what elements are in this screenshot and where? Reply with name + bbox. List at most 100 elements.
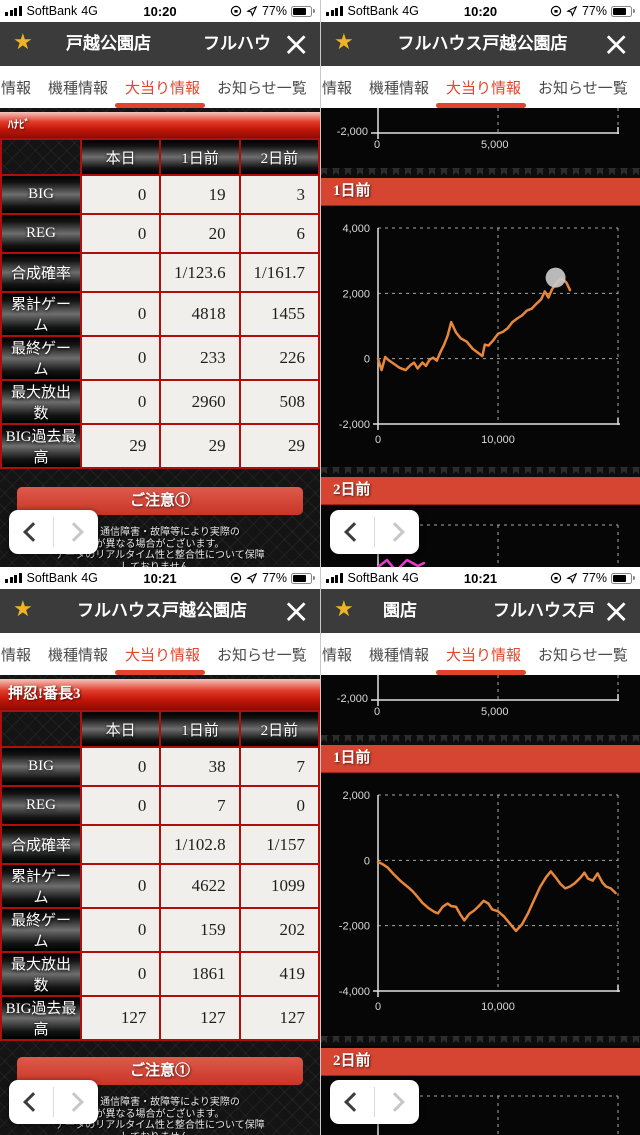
battery-icon: [291, 572, 312, 584]
table-row: BIG 0 19 3: [0, 174, 320, 215]
table-row: BIG過去最高 29 29 29: [0, 423, 320, 469]
notice-line: は、通信障害・故障等により実際の: [80, 527, 240, 538]
tab-jackpot-info[interactable]: 大当り情報: [125, 79, 201, 97]
table-row: 合成確率 1/102.8 1/157: [0, 824, 320, 865]
table-cell: 1455: [238, 291, 320, 337]
table-cell: 29: [238, 423, 320, 469]
prev-button[interactable]: [9, 1080, 53, 1124]
table-cell: 20: [159, 213, 241, 254]
clock: 10:20: [463, 3, 498, 19]
machine-name-banner: 押忍!番長3: [0, 679, 320, 710]
network-label: 4G: [81, 571, 98, 585]
favorite-star-icon[interactable]: ★: [334, 596, 354, 621]
tab-machine-info[interactable]: 機種情報: [48, 646, 109, 664]
screen-hanabi-table: SoftBank 4G 10:20 77% ★ 戸越公園店 フルハウ × 情報 …: [0, 0, 320, 567]
row-label: 最大放出数: [0, 951, 82, 997]
table-cell: 0: [79, 951, 162, 997]
row-label: BIG過去最高: [0, 423, 82, 469]
favorite-star-icon[interactable]: ★: [334, 29, 354, 54]
row-label: BIG: [0, 174, 82, 215]
close-icon[interactable]: ×: [282, 591, 310, 630]
prev-button[interactable]: [330, 510, 374, 554]
today-chart-partial: -2,000 0 5,000: [321, 675, 640, 735]
column-header: 1日前: [159, 138, 241, 176]
signal-icon: [326, 6, 343, 16]
tab-info[interactable]: 情報: [322, 646, 353, 664]
tab-jackpot-info[interactable]: 大当り情報: [446, 646, 522, 664]
prev-button[interactable]: [9, 510, 53, 554]
tab-jackpot-info[interactable]: 大当り情報: [125, 646, 201, 664]
chevron-left-icon: [23, 522, 43, 542]
table-cell: 0: [79, 291, 162, 337]
chart-axis: [371, 108, 619, 139]
table-row: 最大放出数 0 1861 419: [0, 951, 320, 997]
screen-bancho-graph: SoftBank 4G 10:21 77% ★ 園店 フルハウス戸 × 情報 機…: [320, 567, 640, 1135]
notice-line: データのリアルタイム性と整合性について保障: [55, 550, 265, 561]
favorite-star-icon[interactable]: ★: [13, 29, 33, 54]
y-axis-label: -2,000: [336, 693, 368, 705]
favorite-star-icon[interactable]: ★: [13, 596, 33, 621]
clock: 10:21: [143, 570, 177, 586]
corner-cell: [0, 138, 82, 176]
status-bar: SoftBank 4G 10:20 77%: [321, 0, 640, 22]
chevron-left-icon: [344, 522, 364, 542]
svg-text:-2,000: -2,000: [339, 419, 370, 431]
pager-divider: [374, 1087, 375, 1117]
table-row: REG 0 7 0: [0, 785, 320, 826]
line-chart-day1: 2,000 0 -2,000 -4,000 0 10,000: [339, 790, 620, 1013]
notice-line: データのリアルタイム性と整合性について保障: [55, 1120, 265, 1131]
table-cell: 0: [79, 335, 162, 381]
next-button[interactable]: [375, 510, 419, 554]
chevron-right-icon: [385, 522, 405, 542]
svg-text:-4,000: -4,000: [339, 986, 370, 998]
active-tab-underline: [436, 670, 526, 675]
tab-info[interactable]: 情報: [1, 646, 32, 664]
tab-news-list[interactable]: お知らせ一覧: [217, 646, 307, 664]
svg-text:10,000: 10,000: [481, 1001, 515, 1013]
next-button[interactable]: [375, 1080, 419, 1124]
table-row: BIG過去最高 127 127 127: [0, 995, 320, 1041]
x-tick-label: 0: [374, 706, 381, 718]
tab-news-list[interactable]: お知らせ一覧: [538, 79, 628, 97]
table-cell: 0: [79, 907, 162, 953]
close-icon[interactable]: ×: [602, 24, 630, 63]
row-label: REG: [0, 213, 82, 254]
tab-info[interactable]: 情報: [1, 79, 32, 97]
tab-machine-info[interactable]: 機種情報: [48, 79, 109, 97]
tab-news-list[interactable]: お知らせ一覧: [538, 646, 628, 664]
row-label: BIG: [0, 746, 82, 787]
column-header: 2日前: [238, 710, 320, 748]
battery-percent: 77%: [261, 571, 287, 585]
store-title: 戸越公園店 フルハウ: [48, 22, 276, 66]
day1-banner: 1日前: [321, 745, 640, 773]
battery-tip: [633, 9, 635, 13]
close-icon[interactable]: ×: [282, 24, 310, 63]
content: 押忍!番長3 本日 1日前 2日前 BIG 0 38 7 REG 0 7 0 合成確率 1/102.8 1…: [0, 679, 320, 1135]
pager: [330, 1080, 419, 1124]
store-title-scroll-right: フルハウス戸: [493, 601, 595, 620]
table-row: 合成確率 1/123.6 1/161.7: [0, 252, 320, 293]
x-tick-label: 5,000: [481, 706, 509, 718]
corner-cell: [0, 710, 82, 748]
svg-text:10,000: 10,000: [481, 434, 515, 446]
carrier-label: SoftBank: [26, 571, 78, 585]
network-label: 4G: [81, 4, 98, 18]
table-row: 最大放出数 0 2960 508: [0, 379, 320, 425]
tab-machine-info[interactable]: 機種情報: [369, 646, 430, 664]
close-icon[interactable]: ×: [602, 591, 630, 630]
next-button[interactable]: [54, 510, 98, 554]
location-icon: [246, 5, 258, 17]
tab-news-list[interactable]: お知らせ一覧: [217, 79, 307, 97]
chevron-left-icon: [344, 1092, 364, 1112]
svg-text:2,000: 2,000: [342, 790, 370, 802]
table-cell: 7: [159, 785, 241, 826]
tab-info[interactable]: 情報: [322, 79, 353, 97]
signal-icon: [5, 6, 22, 16]
prev-button[interactable]: [330, 1080, 374, 1124]
pager-divider: [374, 517, 375, 547]
tab-machine-info[interactable]: 機種情報: [369, 79, 430, 97]
store-title: フルハウス戸越公園店: [397, 34, 568, 53]
tab-jackpot-info[interactable]: 大当り情報: [446, 79, 522, 97]
row-label: 最大放出数: [0, 379, 82, 425]
next-button[interactable]: [54, 1080, 98, 1124]
